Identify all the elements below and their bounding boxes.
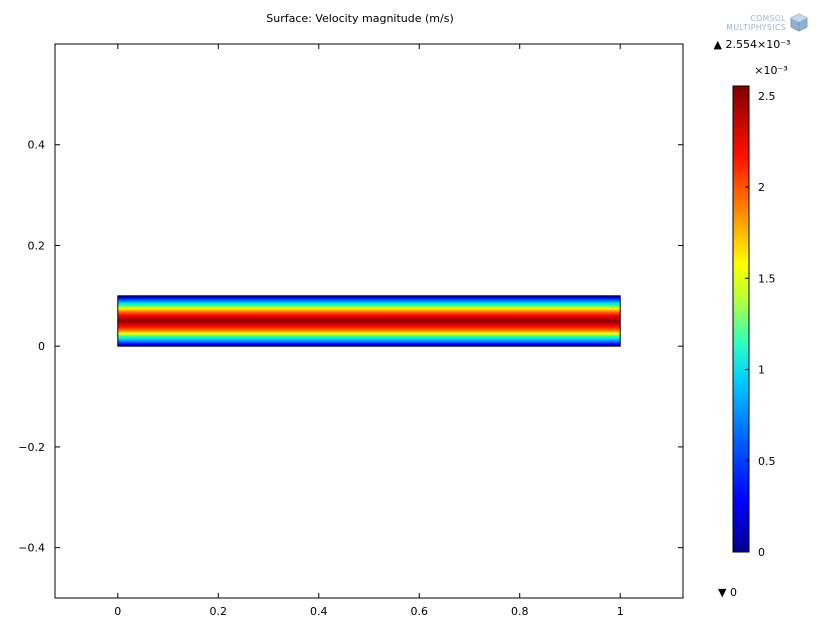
x-tick-label: 0.4	[310, 605, 328, 618]
comsol-logo: COMSOL MULTIPHYSICS	[726, 13, 808, 32]
x-tick-label: 0.6	[410, 605, 428, 618]
colorbar-tick-label: 0	[758, 546, 765, 559]
colorbar-gradient	[732, 85, 750, 553]
comsol-cube-icon	[790, 13, 808, 32]
colorbar-tick-label: 1	[758, 364, 765, 377]
x-tick-label: 0.2	[210, 605, 228, 618]
colorbar-max-label: ▲ 2.554×10⁻³	[714, 38, 791, 51]
x-axis: 0 0.2 0.4 0.6 0.8 1	[114, 44, 624, 618]
colorbar-tick-label: 2	[758, 181, 765, 194]
svg-text:COMSOL: COMSOL	[751, 14, 787, 23]
y-tick-label: −0.2	[18, 441, 45, 454]
colorbar: ▲ 2.554×10⁻³ ×10⁻³ 0 0.5 1 1.5 2 2.5 ▼ 0	[714, 38, 791, 599]
colorbar-tick-label: 2.5	[758, 90, 776, 103]
x-tick-label: 1	[617, 605, 624, 618]
velocity-field-channel	[117, 295, 621, 347]
y-tick-label: 0.2	[28, 239, 46, 252]
y-axis: 0.4 0.2 0 −0.2 −0.4	[18, 139, 683, 555]
colorbar-tick-label: 1.5	[758, 272, 776, 285]
colorbar-exponent-label: ×10⁻³	[754, 64, 787, 77]
svg-text:MULTIPHYSICS: MULTIPHYSICS	[726, 23, 786, 32]
y-tick-label: 0	[38, 340, 45, 353]
chart-title: Surface: Velocity magnitude (m/s)	[266, 12, 454, 25]
colorbar-tick-label: 0.5	[758, 455, 776, 468]
x-tick-label: 0.8	[511, 605, 529, 618]
colorbar-min-label: ▼ 0	[718, 586, 737, 599]
y-tick-label: 0.4	[28, 139, 46, 152]
x-tick-label: 0	[114, 605, 121, 618]
y-tick-label: −0.4	[18, 542, 45, 555]
